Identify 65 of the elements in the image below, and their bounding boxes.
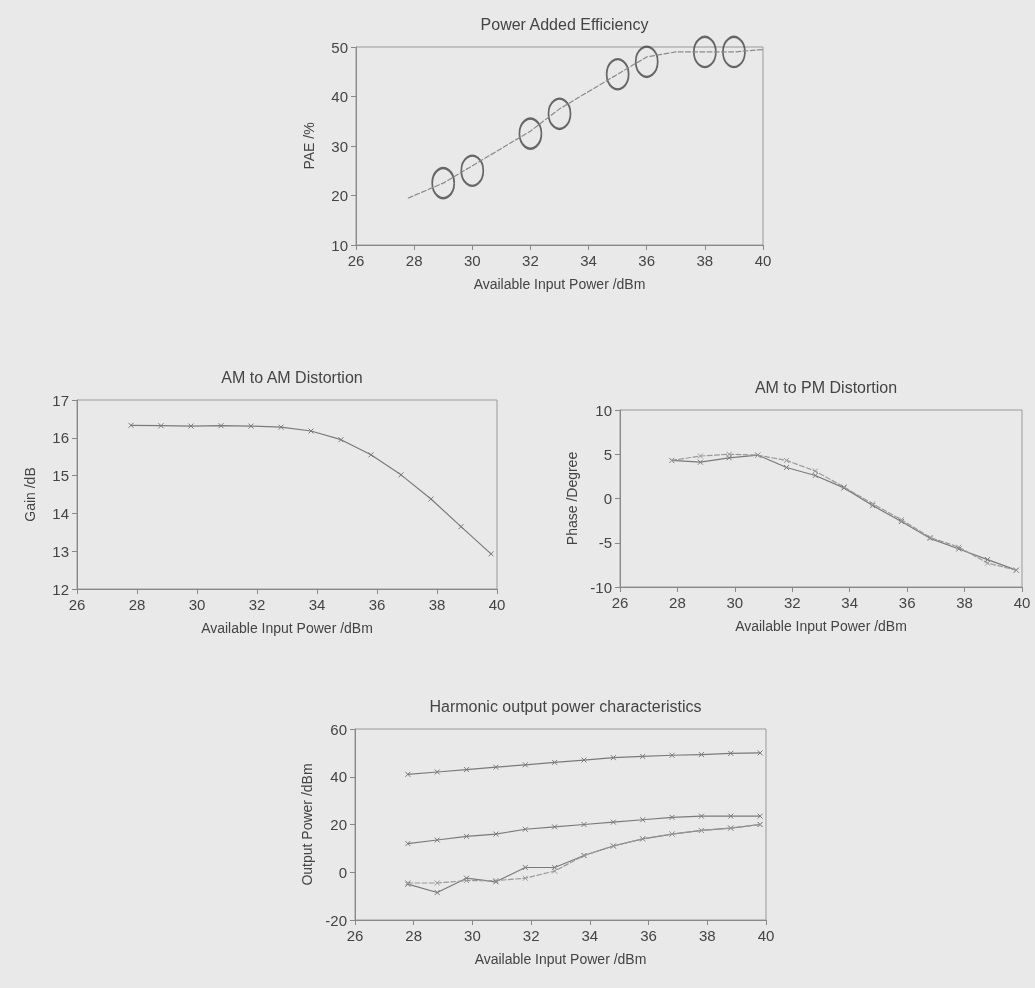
x-tick-label: 36 [638,252,656,269]
x-axis-title: Available Input Power /dBm [735,618,907,634]
y-axis-title: Output Power /dBm [299,763,316,886]
x-tick-label: 30 [726,594,744,611]
x-tick-label: 30 [188,596,206,613]
x-tick-label: 32 [783,594,801,611]
y-axis-title: PAE /% [301,122,317,170]
x-tick-label: 26 [346,927,364,944]
y-tick-label: 20 [330,816,347,833]
x-tick-label: 36 [368,596,386,613]
x-axis-title: Available Input Power /dBm [473,276,646,292]
y-tick-label: 60 [330,720,347,738]
x-tick-label: 26 [68,596,86,613]
x-tick-label: 34 [580,252,597,269]
x-tick-label: 30 [464,927,481,944]
x-tick-label: 26 [347,252,365,269]
y-tick-label: -20 [325,911,347,929]
x-tick-label: 38 [696,252,714,269]
y-tick-label: 50 [331,38,348,56]
x-tick-label: 28 [405,927,423,944]
x-tick-label: 38 [698,927,716,944]
y-tick-label: 10 [331,236,348,254]
y-tick-label: 14 [52,504,69,522]
y-axis-title: Phase /Degree [564,451,581,546]
y-tick-label: 16 [52,429,69,447]
x-tick-label: 34 [581,927,599,944]
y-tick-label: -5 [598,534,612,552]
x-tick-label: 26 [611,594,629,611]
x-tick-label: 28 [128,596,146,613]
y-tick-label: 40 [330,768,347,786]
x-tick-label: 32 [248,596,266,613]
x-tick-label: 34 [841,594,859,611]
y-tick-label: 12 [52,580,69,598]
x-axis-title: Available Input Power /dBm [201,620,373,636]
y-tick-label: 20 [331,187,348,204]
x-tick-label: 34 [308,596,326,613]
y-tick-label: 40 [331,88,348,105]
x-tick-label: 40 [488,596,506,613]
x-tick-label: 40 [757,927,775,944]
x-tick-label: 40 [1013,594,1031,611]
x-axis-title: Available Input Power /dBm [474,951,647,967]
x-tick-label: 32 [522,927,540,944]
y-tick-label: 0 [338,863,347,881]
y-tick-label: 17 [52,391,69,409]
y-tick-label: 15 [52,467,69,485]
x-tick-label: 36 [640,927,657,944]
y-axis-title: Gain /dB [22,467,38,522]
x-tick-label: 28 [405,252,423,269]
chart-title: Harmonic output power characteristics [429,697,702,715]
x-tick-label: 38 [428,596,446,613]
y-tick-label: -10 [590,578,612,596]
y-tick-label: 0 [603,490,612,507]
x-tick-label: 38 [956,594,973,611]
chart-title: AM to PM Distortion [754,378,898,396]
y-tick-label: 5 [603,445,612,463]
y-tick-label: 13 [52,542,69,560]
x-tick-label: 36 [898,594,916,611]
x-tick-label: 28 [669,594,686,611]
x-tick-label: 32 [522,252,539,269]
y-tick-label: 30 [331,137,348,155]
x-tick-label: 30 [463,252,481,269]
x-tick-label: 40 [754,252,772,269]
y-tick-label: 10 [595,401,612,419]
chart-title: Power Added Efficiency [480,15,649,33]
chart-title: AM to AM Distortion [221,368,363,386]
